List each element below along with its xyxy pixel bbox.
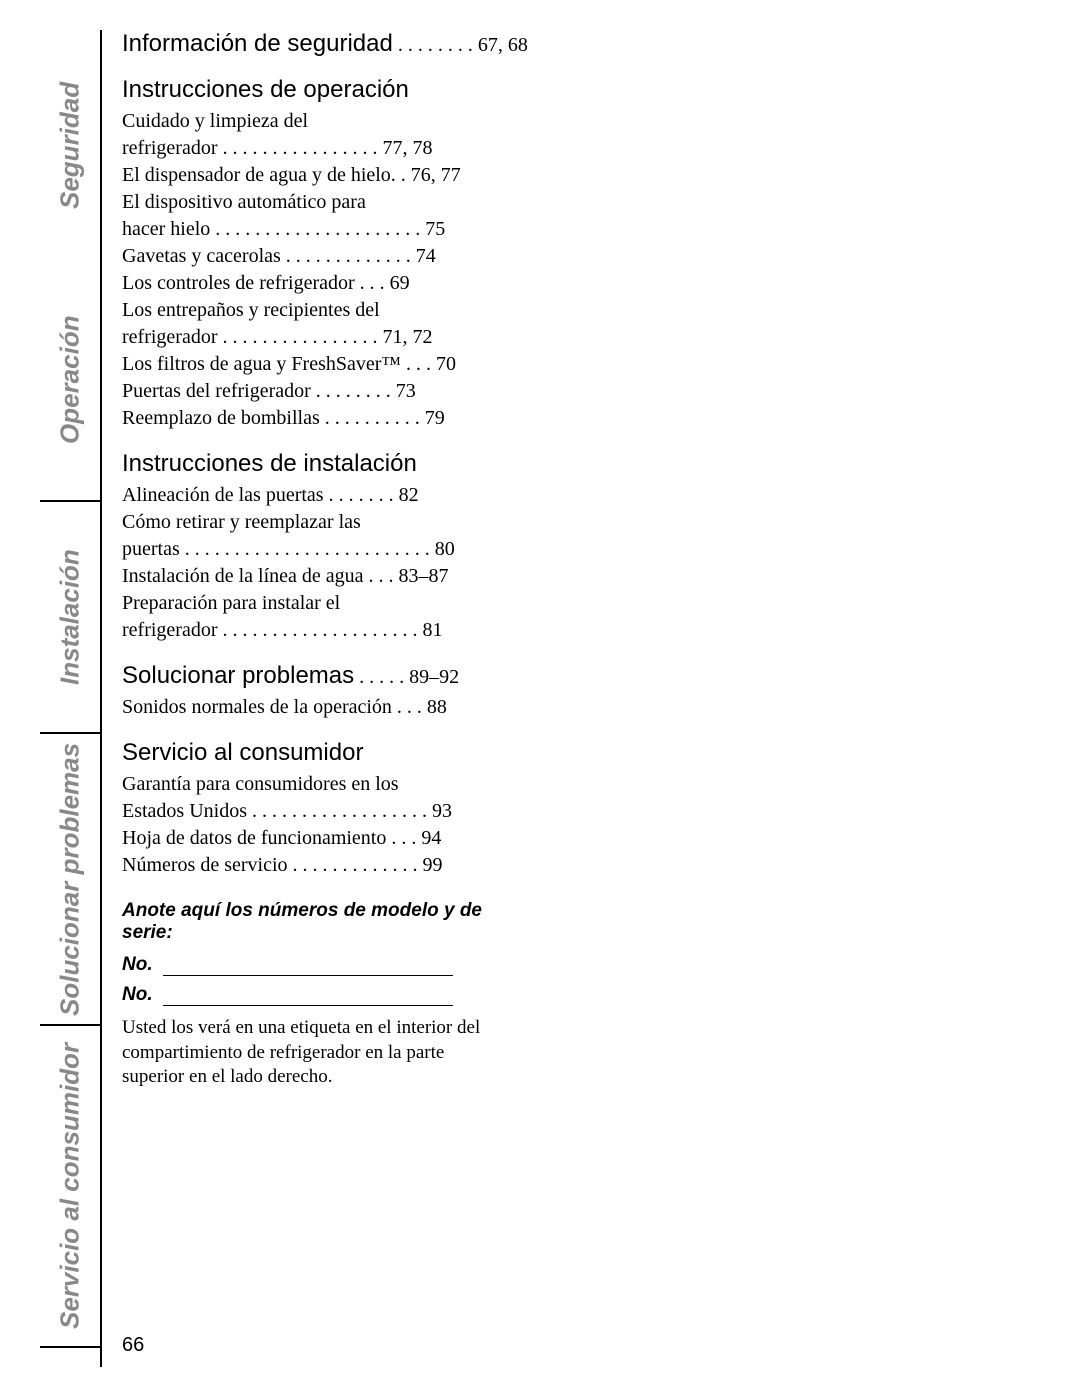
tab-operación[interactable]: Operación: [40, 260, 100, 502]
tab-servicio-al-consumidor[interactable]: Servicio al consumidor: [40, 1026, 100, 1348]
tab-seguridad[interactable]: Seguridad: [40, 30, 100, 260]
model-serial-block: Anote aquí los números de modelo y de se…: [122, 900, 502, 1090]
section-title: Instrucciones de operación: [122, 76, 1050, 104]
serial-input-line[interactable]: [163, 987, 453, 1006]
tab-solucionar-problemas[interactable]: Solucionar problemas: [40, 734, 100, 1026]
write-heading: Anote aquí los números de modelo y de se…: [122, 900, 502, 944]
toc-entry: El dispensador de agua y de hielo. . 76,…: [122, 162, 462, 189]
model-no-line: No.: [122, 954, 502, 976]
section-title: Instrucciones de instalación: [122, 450, 1050, 478]
toc-entry: Números de servicio . . . . . . . . . . …: [122, 852, 462, 879]
section-title: Solucionar problemas . . . . . 89–92: [122, 662, 1050, 690]
toc-entry: El dispositivo automático parahacer hiel…: [122, 189, 462, 243]
no-label-1: No.: [122, 954, 153, 976]
toc-entry: Los entrepaños y recipientes delrefriger…: [122, 297, 462, 351]
toc-entry: Garantía para consumidores en losEstados…: [122, 771, 462, 825]
toc-entry: Puertas del refrigerador . . . . . . . .…: [122, 378, 462, 405]
toc-entry: Hoja de datos de funcionamiento . . . 94: [122, 825, 462, 852]
toc-entry: Sonidos normales de la operación . . . 8…: [122, 694, 462, 721]
section-title: Información de seguridad . . . . . . . .…: [122, 30, 1050, 58]
toc-entry: Instalación de la línea de agua . . . 83…: [122, 563, 462, 590]
toc-entry: Cuidado y limpieza delrefrigerador . . .…: [122, 108, 462, 162]
section-title: Servicio al consumidor: [122, 739, 1050, 767]
toc-entry: Reemplazo de bombillas . . . . . . . . .…: [122, 405, 462, 432]
no-label-2: No.: [122, 984, 153, 1006]
serial-no-line: No.: [122, 984, 502, 1006]
toc-content: Información de seguridad . . . . . . . .…: [102, 30, 1050, 1367]
toc-entry: Los filtros de agua y FreshSaver™ . . . …: [122, 351, 462, 378]
toc-entry: Cómo retirar y reemplazar laspuertas . .…: [122, 509, 462, 563]
model-input-line[interactable]: [163, 957, 453, 976]
toc-entry: Alineación de las puertas . . . . . . . …: [122, 482, 462, 509]
page-number: 66: [122, 1334, 144, 1357]
tab-instalación[interactable]: Instalación: [40, 502, 100, 734]
toc-entry: Gavetas y cacerolas . . . . . . . . . . …: [122, 243, 462, 270]
toc-entry: Preparación para instalar elrefrigerador…: [122, 590, 462, 644]
note-text: Usted los verá en una etiqueta en el int…: [122, 1016, 502, 1090]
toc-entry: Los controles de refrigerador . . . 69: [122, 270, 462, 297]
sidebar-tabs: SeguridadOperaciónInstalaciónSolucionar …: [40, 30, 102, 1367]
